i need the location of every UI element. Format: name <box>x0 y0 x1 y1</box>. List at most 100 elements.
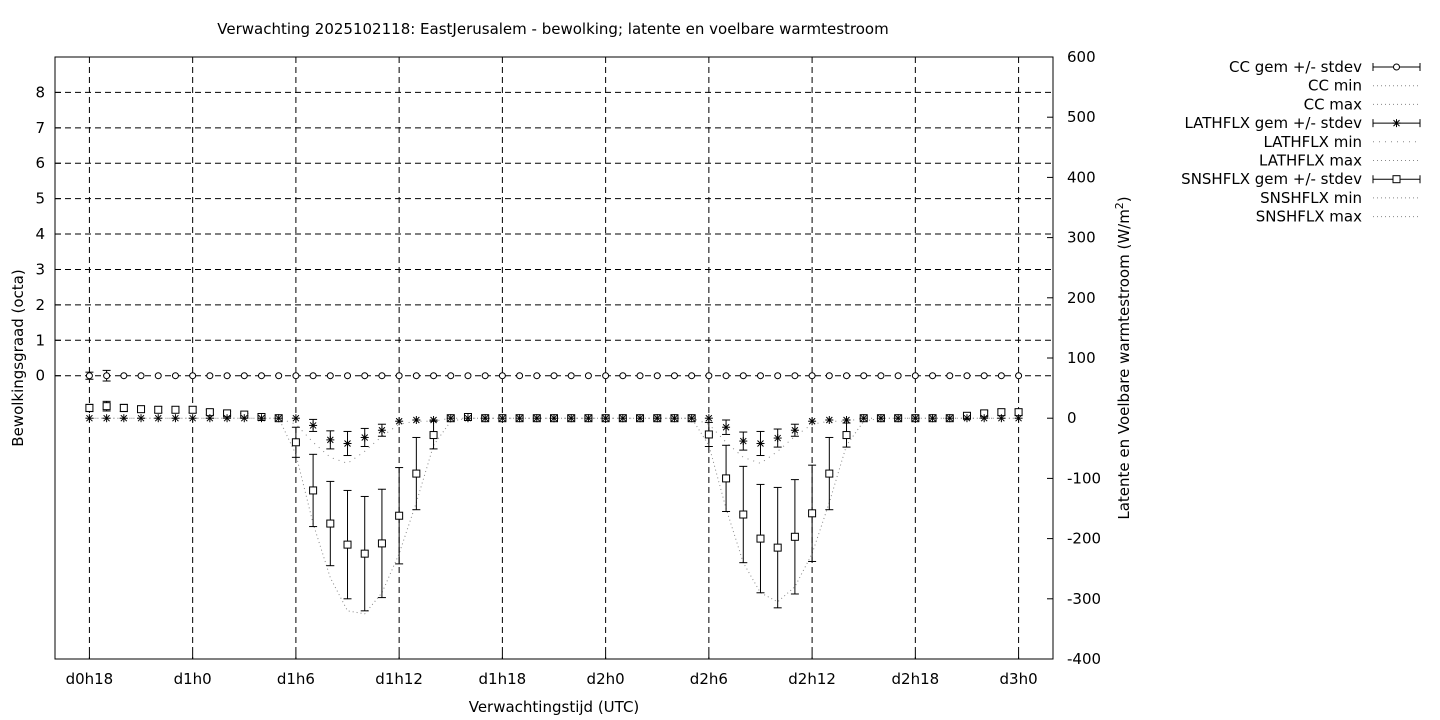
cc-point <box>309 372 317 380</box>
y-right-tick-label: -300 <box>1067 590 1101 608</box>
x-tick-label: d0h18 <box>66 670 114 688</box>
x-tick-label: d1h6 <box>277 670 315 688</box>
cc-point <box>619 372 627 380</box>
snshflx-point <box>429 431 438 440</box>
star-stroke <box>154 414 162 422</box>
lathflx-point <box>670 414 679 423</box>
cc-point <box>206 372 214 380</box>
cc-point <box>756 372 764 380</box>
star-stroke <box>172 414 179 422</box>
star-stroke <box>877 414 885 422</box>
y-axis-left-label: Bewolkingsgraad (octa) <box>9 269 27 446</box>
star-stroke <box>619 414 627 422</box>
snshflx-point <box>188 405 197 414</box>
legend-label-snshflx-max: SNSHFLX max <box>1256 208 1362 226</box>
cc-point <box>825 372 833 380</box>
star-stroke <box>739 437 747 445</box>
star-stroke <box>430 416 437 424</box>
y-axis-right-label-tail: ) <box>1115 196 1133 202</box>
star-stroke <box>757 440 764 447</box>
snshflx-point <box>171 405 180 414</box>
star-stroke <box>980 414 988 422</box>
star-stroke <box>722 423 730 431</box>
lathflx-point <box>550 414 558 423</box>
star-stroke <box>481 414 489 422</box>
y-right-tick-label: 500 <box>1067 108 1096 126</box>
star-stroke <box>671 414 678 422</box>
cc-point <box>103 372 111 380</box>
lathflx-point <box>532 414 541 423</box>
y-right-tick-label: 300 <box>1067 229 1096 247</box>
star-stroke <box>223 414 231 422</box>
cc-point <box>378 372 386 380</box>
x-tick-label: d2h18 <box>892 670 940 688</box>
lathflx-point <box>274 414 283 423</box>
star-stroke <box>120 414 128 422</box>
star-stroke <box>774 434 782 442</box>
lathflx-point <box>498 414 507 423</box>
lathflx-point <box>980 414 989 423</box>
star-stroke <box>533 414 541 422</box>
cc-point <box>997 372 1005 380</box>
lathflx-point <box>446 414 455 423</box>
snshflx-point <box>291 438 300 447</box>
snshflx-point <box>842 431 851 440</box>
lathflx-point <box>515 414 524 423</box>
y-axis-right-label: Latente en Voelbare warmtestroom (W/m2) <box>1113 196 1133 519</box>
star-stroke <box>585 414 592 422</box>
cc-point <box>326 372 334 380</box>
lathflx-point <box>360 433 369 442</box>
snshflx-point <box>85 403 94 412</box>
star-stroke <box>86 414 93 422</box>
star-stroke <box>103 414 110 422</box>
error-bars <box>85 369 1023 612</box>
cc-point <box>275 372 283 380</box>
star-stroke <box>653 414 661 422</box>
snshflx-point <box>722 474 731 483</box>
lathflx-point <box>618 414 627 423</box>
plot-frame <box>54 56 1054 660</box>
lathflx-point <box>395 417 404 426</box>
lathflx-point <box>928 414 937 423</box>
lathflx-point <box>102 414 111 423</box>
star-stroke <box>929 414 936 422</box>
cc-point <box>584 372 592 380</box>
lathflx-point <box>309 421 318 430</box>
cc-point <box>223 372 231 380</box>
lathflx-point <box>825 416 834 425</box>
lathflx-point <box>808 417 817 426</box>
star-stroke <box>1393 119 1400 127</box>
y-right-tick-label: 400 <box>1067 168 1096 186</box>
cc-point <box>344 372 352 380</box>
lathflx-point <box>343 439 352 448</box>
x-axis-label: Verwachtingstijd (UTC) <box>469 698 640 716</box>
y-left-tick-label: 5 <box>35 190 45 208</box>
star-stroke <box>998 414 1005 422</box>
star-stroke <box>275 414 283 422</box>
lathflx-point <box>291 414 300 423</box>
cc-point <box>430 372 438 380</box>
chart-title: Verwachting 2025102118: EastJerusalem - … <box>217 20 888 38</box>
star-stroke <box>963 414 971 422</box>
legend-marker-snshflx-gem-stdev <box>1392 175 1401 184</box>
cc-point <box>1015 372 1023 380</box>
star-stroke <box>860 414 868 422</box>
star-stroke <box>412 416 420 424</box>
cc-point <box>240 372 248 380</box>
legend-label-cc-gem-stdev: CC gem +/- stdev <box>1229 58 1362 76</box>
y-left-tick-label: 1 <box>35 331 45 349</box>
cc-point <box>412 372 420 380</box>
lathflx-point <box>601 414 610 423</box>
lathflx-point <box>911 414 920 423</box>
snshflx-point <box>825 469 834 478</box>
y-left-tick-label: 0 <box>35 367 45 385</box>
lathflx-point <box>962 414 971 423</box>
y-left-tick-label: 3 <box>35 260 45 278</box>
cc-point <box>980 372 988 380</box>
cc-point <box>688 372 696 380</box>
star-stroke <box>206 414 214 422</box>
lathflx-point <box>223 414 232 423</box>
star-stroke <box>1015 414 1022 422</box>
